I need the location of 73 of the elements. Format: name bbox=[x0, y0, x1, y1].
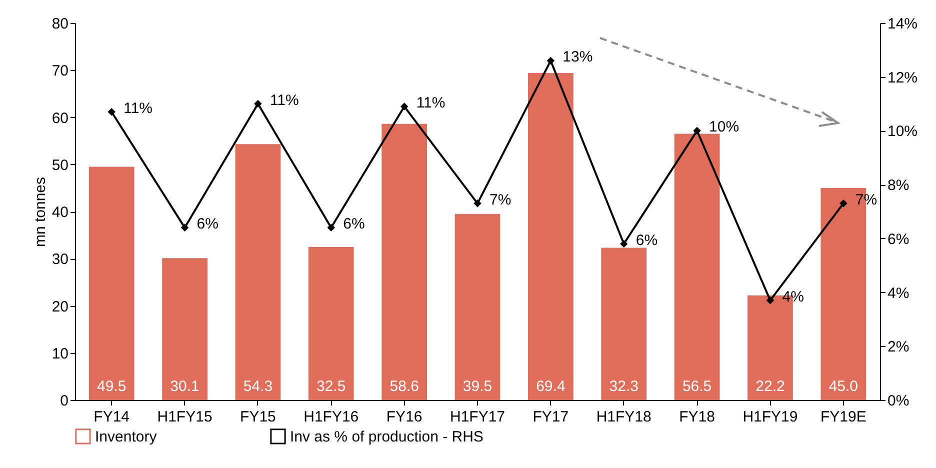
y-tick-label: 40 bbox=[52, 204, 68, 221]
data-label: 13% bbox=[562, 48, 593, 66]
point bbox=[840, 200, 848, 208]
x-tick-label: FY15 bbox=[240, 408, 276, 426]
data-label: 39.5 bbox=[462, 378, 492, 395]
y2-tick-label: 10% bbox=[888, 123, 918, 140]
y2-tick-label: 14% bbox=[888, 16, 918, 32]
bar bbox=[674, 134, 720, 400]
data-label: 11% bbox=[124, 100, 153, 117]
bar bbox=[308, 246, 354, 400]
data-label: 6% bbox=[196, 216, 218, 233]
point bbox=[180, 224, 189, 232]
data-label: 7% bbox=[490, 191, 512, 208]
data-label: 11% bbox=[416, 94, 446, 112]
x-tick-label: FY14 bbox=[94, 408, 130, 426]
point bbox=[108, 108, 116, 116]
point bbox=[766, 296, 774, 304]
data-label: 30.1 bbox=[170, 378, 200, 395]
x-tick-label: FY17 bbox=[532, 408, 569, 426]
point bbox=[327, 224, 336, 232]
x-tick-label: FY19E bbox=[820, 408, 866, 426]
x-tick-label: H1FY19 bbox=[742, 408, 798, 426]
y-tick-label: 30 bbox=[52, 251, 68, 268]
data-label: 54.3 bbox=[243, 378, 273, 395]
legend-label: Inventory bbox=[95, 428, 158, 446]
y-axis-title: mn tonnes bbox=[32, 176, 49, 248]
point bbox=[474, 200, 482, 208]
bar bbox=[528, 72, 574, 400]
data-label: 32.5 bbox=[316, 378, 346, 395]
data-label: 32.3 bbox=[609, 378, 638, 395]
y-tick-label: 50 bbox=[52, 156, 68, 174]
bar bbox=[382, 124, 428, 400]
y2-tick-label: 6% bbox=[888, 230, 910, 248]
point bbox=[546, 56, 555, 65]
data-label: 58.6 bbox=[390, 378, 419, 395]
data-label: 56.5 bbox=[682, 378, 712, 395]
y-tick-label: 80 bbox=[52, 16, 68, 32]
data-label: 6% bbox=[343, 216, 365, 233]
legend-label: Inv as % of production - RHS bbox=[290, 428, 484, 446]
y-tick-label: 0 bbox=[60, 392, 68, 410]
x-tick-label: H1FY16 bbox=[304, 408, 359, 426]
data-label: 49.5 bbox=[96, 378, 126, 395]
x-tick-label: H1FY18 bbox=[596, 408, 652, 426]
x-tick-label: H1FY15 bbox=[157, 408, 212, 426]
y2-tick-label: 8% bbox=[888, 177, 910, 194]
point bbox=[254, 100, 262, 108]
data-label: 11% bbox=[270, 92, 299, 109]
data-label: 6% bbox=[636, 232, 658, 249]
data-label: 69.4 bbox=[536, 378, 566, 395]
bar bbox=[235, 144, 281, 400]
y2-tick-label: 4% bbox=[888, 284, 910, 302]
bar bbox=[601, 248, 647, 400]
y-tick-label: 20 bbox=[52, 298, 68, 316]
x-tick-label: FY18 bbox=[679, 408, 715, 426]
point bbox=[693, 126, 701, 135]
y-tick-label: 70 bbox=[52, 62, 68, 80]
x-tick-label: H1FY17 bbox=[450, 408, 506, 426]
data-label: 22.2 bbox=[756, 378, 785, 395]
point bbox=[400, 102, 408, 110]
data-label: 4% bbox=[782, 288, 804, 306]
bar bbox=[454, 214, 500, 400]
data-label: 45.0 bbox=[828, 378, 858, 395]
x-tick-label: FY16 bbox=[386, 408, 422, 426]
point bbox=[620, 240, 628, 248]
y-tick-label: 10 bbox=[52, 345, 68, 362]
y2-tick-label: 12% bbox=[888, 69, 918, 86]
y-tick-label: 60 bbox=[52, 110, 68, 127]
y2-tick-label: 2% bbox=[888, 338, 910, 356]
data-label: 10% bbox=[709, 118, 740, 136]
y2-tick-label: 0% bbox=[888, 392, 910, 410]
bar bbox=[88, 166, 134, 400]
bar bbox=[162, 258, 208, 400]
data-label: 7% bbox=[855, 191, 878, 208]
